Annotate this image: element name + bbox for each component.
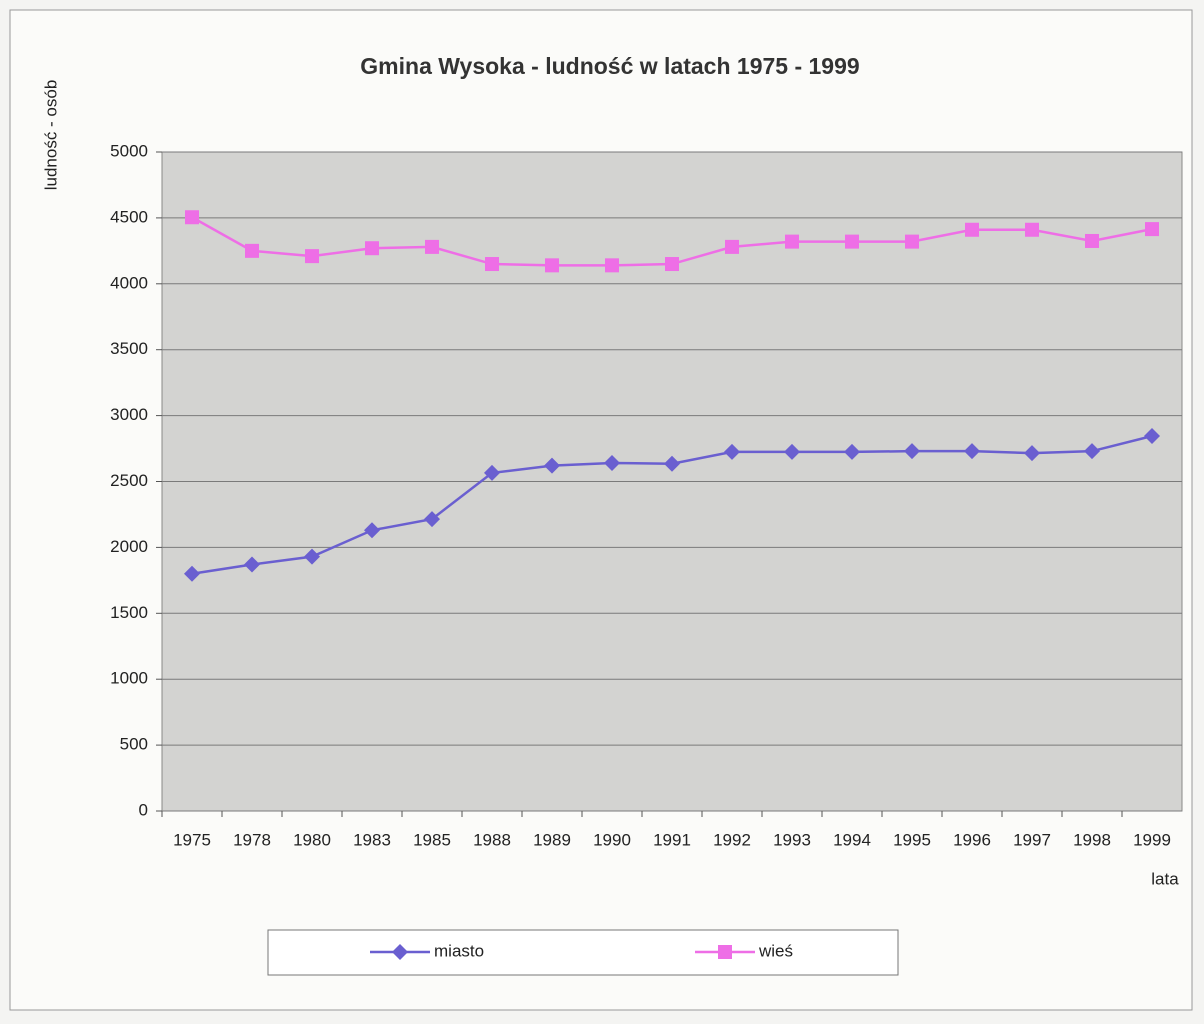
y-tick-label: 5000 bbox=[110, 141, 148, 160]
x-tick-label: 1998 bbox=[1073, 830, 1111, 849]
data-point bbox=[905, 234, 919, 249]
data-point bbox=[1145, 222, 1159, 237]
x-tick-label: 1992 bbox=[713, 830, 751, 849]
x-tick-label: 1996 bbox=[953, 830, 991, 849]
x-tick-label: 1978 bbox=[233, 830, 271, 849]
legend-marker bbox=[718, 945, 732, 959]
x-tick-label: 1988 bbox=[473, 830, 511, 849]
data-point bbox=[724, 443, 740, 460]
data-point bbox=[365, 241, 379, 256]
y-tick-label: 2000 bbox=[110, 537, 148, 556]
data-point bbox=[185, 210, 199, 225]
data-point bbox=[605, 258, 619, 273]
data-point bbox=[784, 443, 800, 460]
data-point bbox=[664, 455, 680, 472]
data-point bbox=[304, 548, 320, 565]
data-point bbox=[305, 249, 319, 264]
x-tick-label: 1975 bbox=[173, 830, 211, 849]
data-point bbox=[245, 243, 259, 258]
y-tick-label: 2500 bbox=[110, 471, 148, 490]
y-tick-label: 3000 bbox=[110, 405, 148, 424]
y-tick-label: 500 bbox=[120, 735, 148, 754]
data-point bbox=[965, 222, 979, 237]
x-tick-label: 1999 bbox=[1133, 830, 1171, 849]
y-axis-label: ludność - osób bbox=[41, 80, 60, 191]
data-point bbox=[844, 443, 860, 460]
x-tick-label: 1980 bbox=[293, 830, 331, 849]
x-tick-label: 1995 bbox=[893, 830, 931, 849]
data-point bbox=[484, 464, 500, 481]
data-point bbox=[244, 556, 260, 573]
x-tick-label: 1983 bbox=[353, 830, 391, 849]
data-point bbox=[1084, 443, 1100, 460]
data-point bbox=[904, 443, 920, 460]
chart-title: Gmina Wysoka - ludność w latach 1975 - 1… bbox=[360, 53, 859, 79]
data-point bbox=[845, 234, 859, 249]
legend-label: wieś bbox=[758, 941, 793, 960]
data-point bbox=[1144, 428, 1160, 445]
data-point bbox=[1024, 445, 1040, 462]
y-tick-label: 3500 bbox=[110, 339, 148, 358]
data-point bbox=[425, 239, 439, 254]
x-tick-label: 1997 bbox=[1013, 830, 1051, 849]
data-point bbox=[544, 457, 560, 474]
y-tick-label: 4000 bbox=[110, 273, 148, 292]
data-point bbox=[725, 239, 739, 254]
x-tick-label: 1989 bbox=[533, 830, 571, 849]
legend bbox=[267, 929, 899, 976]
x-tick-label: 1993 bbox=[773, 830, 811, 849]
data-point bbox=[1085, 233, 1099, 248]
y-tick-label: 1500 bbox=[110, 603, 148, 622]
x-axis-label: lata bbox=[1151, 869, 1179, 888]
y-tick-label: 0 bbox=[139, 800, 148, 819]
data-point bbox=[545, 258, 559, 273]
data-point bbox=[424, 511, 440, 528]
y-tick-label: 4500 bbox=[110, 207, 148, 226]
x-tick-label: 1994 bbox=[833, 830, 871, 849]
x-tick-label: 1991 bbox=[653, 830, 691, 849]
data-point bbox=[184, 565, 200, 582]
data-point bbox=[485, 257, 499, 272]
legend-marker bbox=[392, 944, 408, 960]
legend-label: miasto bbox=[434, 941, 484, 960]
data-point bbox=[1025, 222, 1039, 237]
data-point bbox=[665, 257, 679, 272]
data-point bbox=[364, 522, 380, 539]
data-point bbox=[964, 443, 980, 460]
data-point bbox=[604, 455, 620, 472]
data-point bbox=[785, 234, 799, 249]
y-tick-label: 1000 bbox=[110, 669, 148, 688]
x-tick-label: 1985 bbox=[413, 830, 451, 849]
x-tick-label: 1990 bbox=[593, 830, 631, 849]
